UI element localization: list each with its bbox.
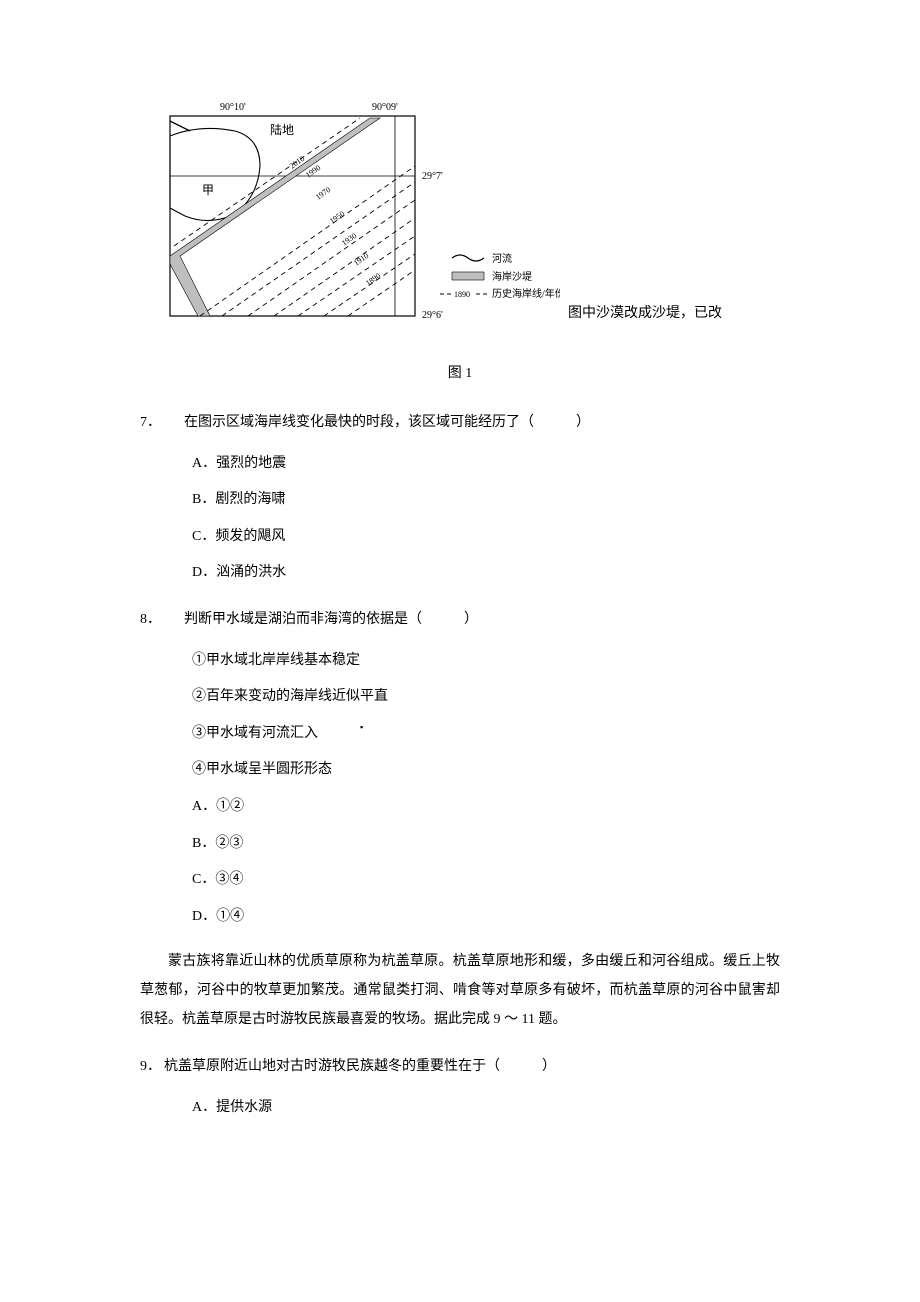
legend-river-label: 河流 xyxy=(492,252,512,265)
q8-s3: ③甲水域有河流汇入 xyxy=(192,726,318,741)
figure-side-note: 图中沙漠改成沙堤，已改 xyxy=(568,302,722,326)
q8-option-a: A．①② xyxy=(192,794,780,821)
q8-s4: ④甲水域呈半圆形形态 xyxy=(192,757,780,784)
q8-option-d: D．①④ xyxy=(192,904,780,931)
sandbar-band xyxy=(170,118,380,316)
exam-page: 90°10' 90°09' 29°7' 29°6' 陆地 甲 xyxy=(0,0,920,1302)
coord-right-upper: 29°7' xyxy=(422,171,443,182)
q7-options: A．强烈的地震 B．剧烈的海啸 C．频发的飓风 D．汹涌的洪水 xyxy=(192,451,780,587)
svg-text:1970: 1970 xyxy=(314,185,332,202)
coord-top-left: 90°10' xyxy=(220,102,246,113)
coord-top-right: 90°09' xyxy=(372,102,398,113)
center-dot: ▪ xyxy=(360,719,363,736)
q9-option-a: A．提供水源 xyxy=(192,1095,780,1122)
figure-row: 90°10' 90°09' 29°7' 29°6' 陆地 甲 xyxy=(140,96,780,326)
q7-stem: 在图示区域海岸线变化最快的时段，该区域可能经历了（ ） xyxy=(184,415,590,430)
q8-option-b: B．②③ xyxy=(192,831,780,858)
q8-s3-row: ③甲水域有河流汇入 ▪ xyxy=(192,721,780,748)
river-line xyxy=(170,121,190,131)
q9-stem: 杭盖草原附近山地对古时游牧民族越冬的重要性在于（ ） xyxy=(164,1059,556,1074)
q7-option-c: C．频发的飓风 xyxy=(192,524,780,551)
land-label: 陆地 xyxy=(270,122,294,137)
question-8: 8． 判断甲水域是湖泊而非海湾的依据是（ ） xyxy=(140,607,780,634)
q8-number: 8． xyxy=(140,607,164,634)
q8-stem: 判断甲水域是湖泊而非海湾的依据是（ ） xyxy=(184,612,478,627)
svg-text:1930: 1930 xyxy=(340,231,358,248)
q7-option-b: B．剧烈的海啸 xyxy=(192,487,780,514)
q8-options: A．①② B．②③ C．③④ D．①④ xyxy=(192,794,780,930)
q8-statements: ①甲水域北岸岸线基本稳定 ②百年来变动的海岸线近似平直 ③甲水域有河流汇入 ▪ … xyxy=(192,648,780,784)
q8-s2: ②百年来变动的海岸线近似平直 xyxy=(192,684,780,711)
q8-option-c: C．③④ xyxy=(192,867,780,894)
legend-history-label: 历史海岸线/年份 xyxy=(492,287,560,300)
q7-option-a: A．强烈的地震 xyxy=(192,451,780,478)
passage-hanggai: 蒙古族将靠近山林的优质草原称为杭盖草原。杭盖草原地形和缓，多由缓丘和河谷组成。缓… xyxy=(140,948,780,1034)
legend-history-year: 1890 xyxy=(454,290,470,299)
q9-options: A．提供水源 xyxy=(192,1095,780,1122)
svg-text:1950: 1950 xyxy=(328,209,346,226)
map-svg: 90°10' 90°09' 29°7' 29°6' 陆地 甲 xyxy=(140,96,560,326)
legend: 河流 海岸沙堤 1890 历史海岸线/年份 xyxy=(440,252,560,300)
map-figure: 90°10' 90°09' 29°7' 29°6' 陆地 甲 xyxy=(140,96,560,326)
q8-s1: ①甲水域北岸岸线基本稳定 xyxy=(192,648,780,675)
legend-sandbar-symbol xyxy=(452,272,484,280)
historical-coastlines xyxy=(174,118,415,316)
q9-number: 9． xyxy=(140,1054,164,1081)
question-9: 9．杭盖草原附近山地对古时游牧民族越冬的重要性在于（ ） xyxy=(140,1054,780,1081)
legend-river-symbol xyxy=(452,255,484,261)
coord-right-lower: 29°6' xyxy=(422,310,443,321)
q7-option-d: D．汹涌的洪水 xyxy=(192,560,780,587)
svg-text:1890: 1890 xyxy=(364,271,382,288)
question-7: 7． 在图示区域海岸线变化最快的时段，该区域可能经历了（ ） xyxy=(140,410,780,437)
figure-caption: 图 1 xyxy=(140,362,780,382)
legend-sandbar-label: 海岸沙堤 xyxy=(492,270,532,283)
map-frame xyxy=(170,116,415,316)
q7-number: 7． xyxy=(140,410,164,437)
svg-text:1910: 1910 xyxy=(352,251,370,268)
jia-label: 甲 xyxy=(202,183,214,197)
